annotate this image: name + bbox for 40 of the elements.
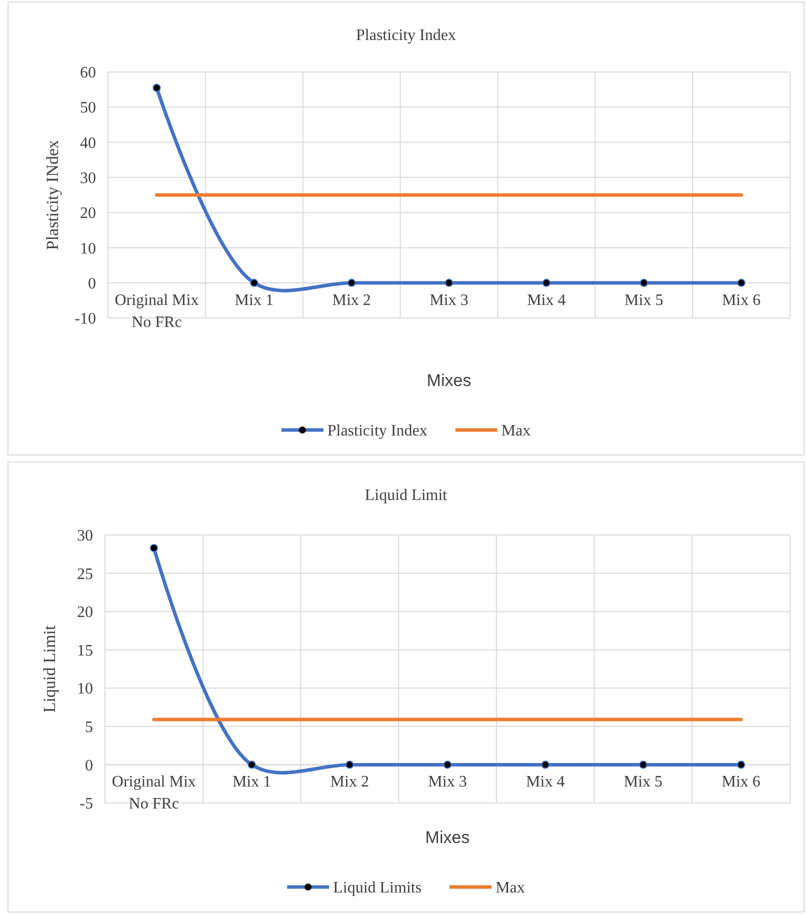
legend-label: Plasticity Index — [327, 422, 428, 440]
x-tick-label: Mix 5 — [624, 774, 663, 791]
y-tick-label: 0 — [85, 757, 93, 774]
y-tick-label: -5 — [80, 796, 93, 813]
legend-label: Liquid Limits — [333, 880, 422, 897]
y-axis-title: Liquid Limit — [40, 625, 59, 713]
y-tick-label: 20 — [80, 205, 96, 222]
y-tick-label: 30 — [77, 528, 93, 545]
y-axis-title: Plasticity INdex — [43, 140, 62, 250]
y-tick-label: 15 — [77, 642, 93, 660]
x-tick-label: Mix 3 — [430, 292, 468, 309]
legend-label: Max — [496, 880, 525, 897]
x-tick-label: Mix 4 — [527, 292, 566, 309]
y-tick-label: 30 — [80, 170, 96, 188]
y-tick-label: -10 — [74, 310, 96, 328]
x-tick-label: Mix 6 — [722, 292, 761, 309]
y-tick-label: 60 — [80, 64, 96, 82]
x-tick-label: Mix 3 — [428, 774, 467, 791]
x-axis-title: Mixes — [425, 828, 470, 847]
y-tick-label: 10 — [77, 680, 93, 698]
y-tick-label: 20 — [77, 604, 93, 622]
x-tick-label: Mix 2 — [332, 292, 371, 309]
x-tick-label: Mix 1 — [234, 292, 274, 309]
chart-title: Plasticity Index — [356, 27, 456, 44]
x-tick-label: Mix 2 — [330, 774, 369, 791]
y-tick-label: 0 — [88, 275, 96, 292]
x-axis-title: Mixes — [426, 371, 472, 390]
x-tick-label: Mix 5 — [624, 292, 664, 309]
y-tick-label: 5 — [85, 719, 93, 736]
x-tick-label: Mix 6 — [722, 774, 760, 791]
x-tick-label: Mix 1 — [232, 774, 272, 791]
y-tick-label: 25 — [77, 566, 93, 583]
x-tick-label: Original Mix No FRc — [114, 292, 199, 331]
chart-title: Liquid Limit — [364, 487, 448, 504]
x-tick-label: Mix 4 — [526, 774, 565, 791]
y-tick-label: 40 — [80, 134, 96, 152]
y-tick-label: 10 — [80, 240, 96, 258]
x-tick-label: Original Mix No FRc — [112, 774, 196, 813]
legend-label: Max — [501, 422, 531, 440]
y-tick-label: 50 — [80, 100, 96, 117]
